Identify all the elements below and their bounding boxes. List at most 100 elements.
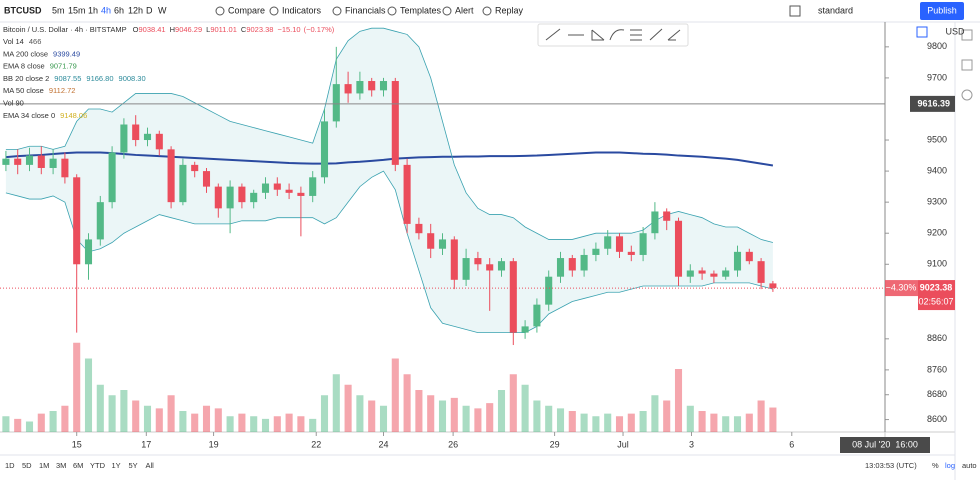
volume-bar [273, 416, 281, 432]
ohlc-value: 9038.41 [138, 25, 165, 34]
candle-body [486, 264, 494, 271]
last-price-box [918, 280, 955, 311]
x-tick-label: 3 [689, 439, 694, 449]
volume-bar [96, 384, 104, 432]
range-button[interactable]: YTD [90, 461, 106, 470]
range-button[interactable]: 5D [22, 461, 32, 470]
volume-bar [155, 408, 163, 432]
scale-option[interactable]: auto [962, 461, 977, 470]
x-tick-label: 22 [311, 439, 321, 449]
study-value: 9148.06 [60, 111, 87, 120]
volume-bar [415, 390, 423, 432]
candle-body [627, 251, 635, 255]
publish-button[interactable] [920, 2, 964, 20]
candle-body [273, 183, 281, 190]
volume-bar [191, 413, 199, 432]
toolbar-button[interactable]: Templates [400, 5, 442, 15]
crosshair-time-box [840, 437, 930, 453]
study-row: Vol 14 466 [3, 37, 41, 46]
interval[interactable]: W [158, 5, 167, 15]
y-tick-label: 8680 [927, 389, 947, 399]
candle-body [49, 158, 57, 168]
side-icons [916, 26, 973, 101]
y-tick-label: 8760 [927, 364, 947, 374]
range-button[interactable]: 1D [5, 461, 15, 470]
icon-watchlist[interactable] [961, 29, 973, 41]
volume-bar [368, 400, 376, 432]
range-button[interactable]: 6M [73, 461, 83, 470]
volume-bar [592, 416, 600, 432]
x-tick-label: 26 [448, 439, 458, 449]
candle-body [521, 326, 529, 333]
volume-bar [438, 400, 447, 432]
study-value: 9166.80 [86, 74, 113, 83]
ohlc-key: L [206, 25, 210, 34]
interval[interactable]: 1h [88, 5, 98, 15]
toolbar-button[interactable]: Indicators [282, 5, 322, 15]
candle-body [769, 283, 777, 289]
volume-bar [710, 413, 718, 432]
volume-bar [14, 418, 22, 432]
study-value: 9112.72 [49, 86, 76, 95]
ohlc-key: C [241, 25, 247, 34]
symbol[interactable]: BTCUSD [4, 5, 42, 15]
crosshair-time: 08 Jul '20 16:00 [852, 439, 918, 449]
volume-bar [167, 395, 175, 432]
interval[interactable]: 4h [101, 5, 111, 15]
volume-bar [297, 416, 305, 432]
interval[interactable]: 6h [114, 5, 124, 15]
interval[interactable]: 12h [128, 5, 143, 15]
tool-curve[interactable] [609, 29, 625, 41]
volume-bar [533, 400, 541, 432]
candle-body [710, 273, 718, 277]
scale-option[interactable]: % [932, 461, 939, 470]
scale-option[interactable]: log [945, 461, 955, 470]
icon-scale[interactable] [916, 26, 928, 38]
volume-bar [84, 358, 93, 432]
interval[interactable]: 5m [52, 5, 65, 15]
toolbar-button[interactable]: Replay [495, 5, 524, 15]
toolbar-button[interactable]: Compare [228, 5, 265, 15]
symbol-title: Bitcoin / U.S. Dollar · 4h · BITSTAMP [3, 25, 127, 34]
candle-body [592, 248, 600, 255]
icon-calendar[interactable] [961, 89, 973, 101]
range-button[interactable]: 5Y [129, 461, 138, 470]
candle-body [450, 239, 458, 280]
candle-body [356, 81, 364, 94]
range-button[interactable]: 1M [39, 461, 49, 470]
last-price: 9023.38 [920, 282, 953, 292]
layout-check[interactable] [789, 5, 801, 17]
study-name: MA 50 close [3, 86, 44, 95]
volume-bar [261, 418, 270, 432]
volume-bar [2, 416, 10, 432]
range-button[interactable]: 1Y [112, 461, 121, 470]
toolbar-button[interactable]: Financials [345, 5, 386, 15]
candle-body [368, 81, 376, 91]
tool-trend[interactable] [545, 28, 561, 41]
tool-fib[interactable] [630, 29, 642, 41]
volume-bar [545, 405, 553, 432]
candle-body [556, 258, 565, 277]
interval[interactable]: D [146, 5, 153, 15]
study-name: MA 200 close [3, 49, 48, 58]
candle-body [120, 124, 128, 153]
range-button[interactable]: 3M [56, 461, 66, 470]
volume-bar [250, 416, 258, 432]
tool-angle[interactable] [591, 29, 605, 41]
tool-ray[interactable] [649, 28, 663, 41]
study-row: Vol 90 [3, 98, 24, 107]
button-icon [387, 6, 397, 16]
candle-body [474, 258, 482, 265]
range-button[interactable]: All [146, 461, 155, 470]
toolbar-button[interactable]: Alert [455, 5, 474, 15]
study-value: 9087.55 [54, 74, 81, 83]
candle-body [722, 270, 730, 277]
layout[interactable]: standard [818, 5, 853, 15]
tool-brush[interactable] [667, 29, 681, 41]
publish[interactable]: Publish [927, 5, 957, 15]
icon-alerts[interactable] [961, 59, 973, 71]
volume-bar [663, 400, 671, 432]
volume-bar [639, 411, 647, 432]
clock: 13:03:53 (UTC) [865, 461, 917, 470]
interval[interactable]: 15m [68, 5, 86, 15]
